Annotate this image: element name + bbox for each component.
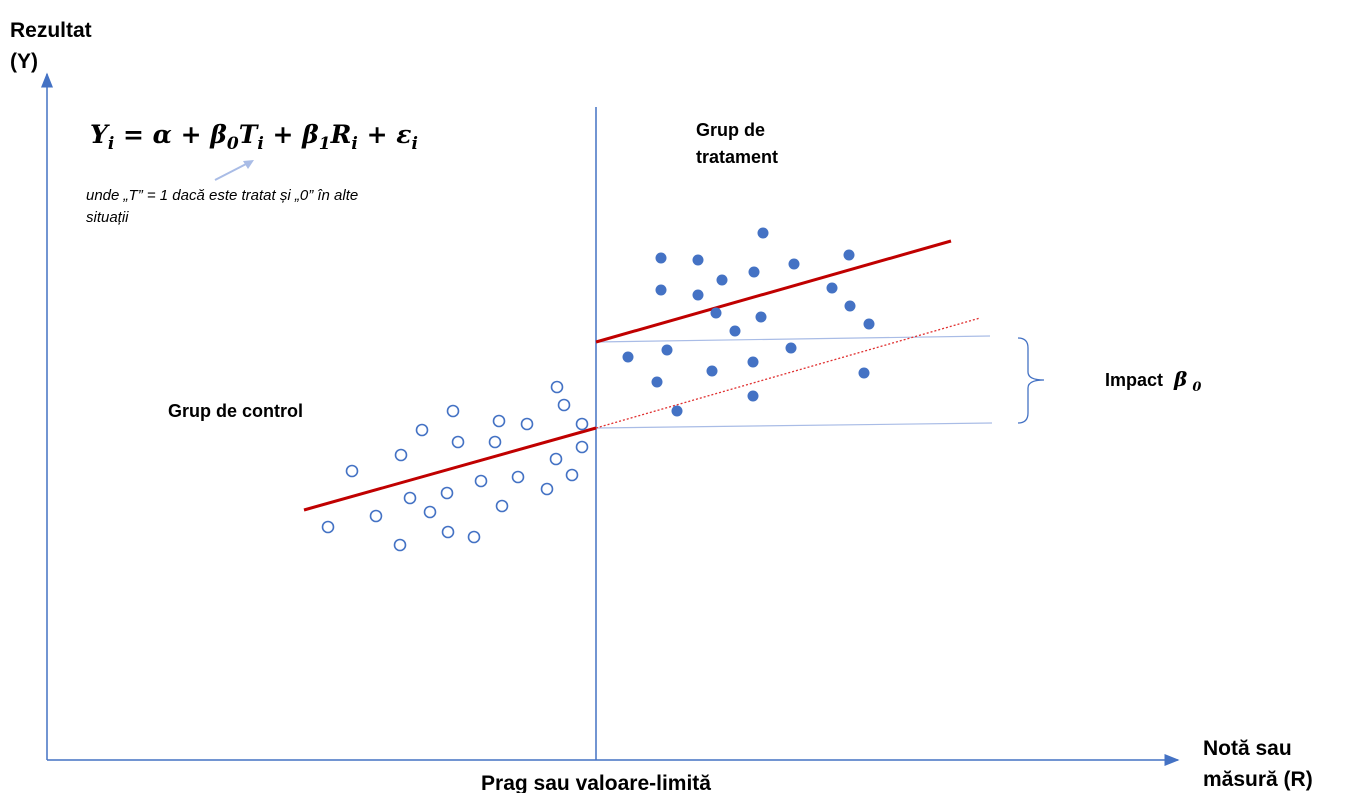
control-point	[540, 482, 554, 496]
treatment-point	[671, 405, 683, 417]
impact-label: Impact β 0	[1105, 367, 1201, 395]
control-point	[575, 417, 589, 431]
treatment-fit-line	[595, 239, 952, 344]
impact-word: Impact	[1105, 370, 1163, 390]
treatment-group-label-line1: Grup de	[696, 120, 765, 140]
treatment-point	[716, 274, 728, 286]
treatment-points	[622, 227, 875, 417]
treatment-point	[655, 284, 667, 296]
treatment-point	[622, 351, 634, 363]
treatment-point	[826, 282, 838, 294]
control-point	[488, 435, 502, 449]
treatment-point	[748, 266, 760, 278]
control-point	[550, 380, 564, 394]
equation-note-line1: unde „T” = 1 dacă este tratat și „0” în …	[86, 187, 358, 204]
treatment-point	[863, 318, 875, 330]
impact-brace	[1017, 337, 1045, 424]
control-point	[474, 474, 488, 488]
control-point	[467, 530, 481, 544]
treatment-point	[706, 365, 718, 377]
impact-guide-upper	[595, 335, 991, 343]
treatment-point	[729, 325, 741, 337]
control-point	[492, 414, 506, 428]
control-points	[321, 380, 589, 552]
treatment-point	[651, 376, 663, 388]
control-point	[441, 525, 455, 539]
treatment-group-label-line2: tratament	[696, 147, 778, 167]
control-point	[321, 520, 335, 534]
control-group-label: Grup de control	[168, 401, 303, 421]
control-point	[369, 509, 383, 523]
control-point	[415, 423, 429, 437]
impact-guide-lower	[595, 422, 993, 429]
control-point	[495, 499, 509, 513]
treatment-point	[755, 311, 767, 323]
control-point	[393, 538, 407, 552]
note-arrowhead	[243, 160, 254, 169]
treatment-point	[661, 344, 673, 356]
treatment-point	[692, 289, 704, 301]
threshold-label: Prag sau valoare-limită	[481, 772, 711, 793]
treatment-point	[843, 249, 855, 261]
control-point	[440, 486, 454, 500]
treatment-point	[655, 252, 667, 264]
x-axis-label-line2: măsură (R)	[1203, 768, 1313, 791]
note-arrow	[214, 161, 251, 181]
control-point	[520, 417, 534, 431]
equation: Yi = α + β0Ti + β1Ri + εi	[90, 120, 418, 154]
x-axis-label-line1: Notă sau	[1203, 737, 1292, 760]
treatment-point	[747, 390, 759, 402]
counterfactual-extension-line	[595, 317, 981, 429]
impact-beta-subscript: 0	[1192, 380, 1201, 395]
control-fit-line	[303, 426, 597, 512]
treatment-point	[788, 258, 800, 270]
control-point	[511, 470, 525, 484]
treatment-point	[858, 367, 870, 379]
treatment-point	[757, 227, 769, 239]
control-point	[557, 398, 571, 412]
control-point	[423, 505, 437, 519]
treatment-point	[692, 254, 704, 266]
treatment-point	[844, 300, 856, 312]
treatment-point	[747, 356, 759, 368]
y-axis-label-line2: (Y)	[10, 50, 38, 73]
treatment-point	[710, 307, 722, 319]
treatment-point	[785, 342, 797, 354]
control-point	[575, 440, 589, 454]
control-point	[549, 452, 563, 466]
control-point	[565, 468, 579, 482]
control-point	[451, 435, 465, 449]
equation-note-line2: situații	[86, 209, 129, 226]
control-point	[446, 404, 460, 418]
impact-beta: β	[1173, 367, 1187, 391]
control-point	[403, 491, 417, 505]
y-axis-label-line1: Rezultat	[10, 19, 92, 42]
control-point	[394, 448, 408, 462]
control-point	[345, 464, 359, 478]
